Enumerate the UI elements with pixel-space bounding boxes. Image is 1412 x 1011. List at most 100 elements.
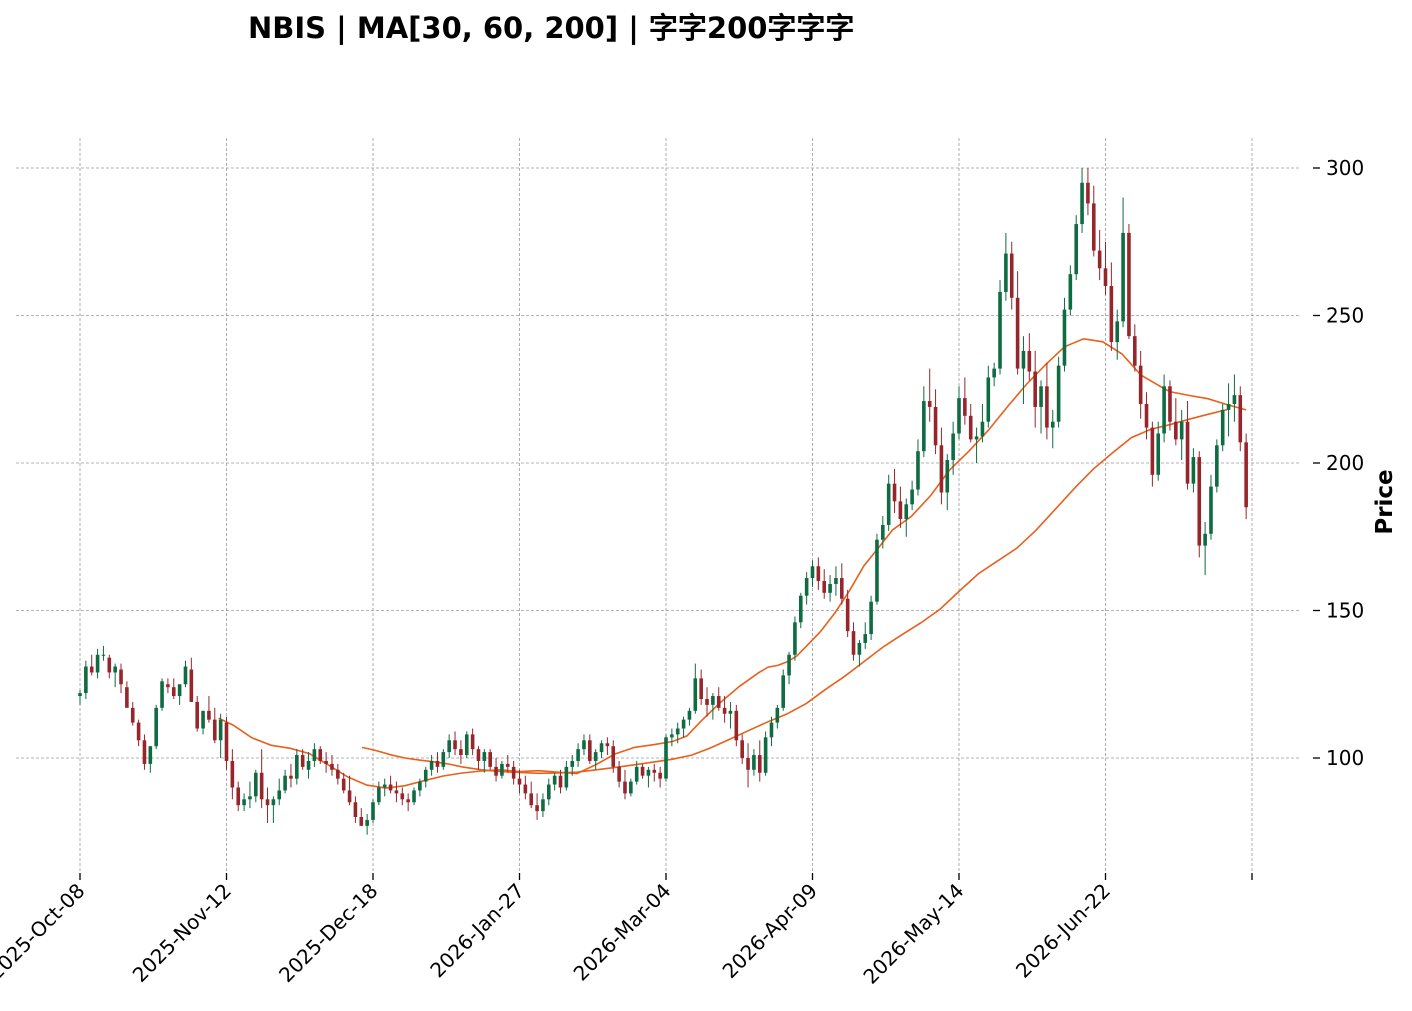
candle bbox=[459, 740, 463, 764]
candle-body bbox=[1068, 274, 1073, 310]
candle-body bbox=[728, 710, 733, 714]
candle bbox=[998, 280, 1002, 375]
candle bbox=[1144, 392, 1149, 440]
candle-body bbox=[822, 581, 827, 593]
candle-body bbox=[84, 666, 88, 694]
candle bbox=[248, 781, 252, 809]
candle-body bbox=[248, 796, 252, 800]
candle-body bbox=[798, 595, 803, 623]
candle bbox=[933, 389, 938, 455]
candle bbox=[939, 427, 944, 505]
candle-body bbox=[863, 634, 868, 643]
candle bbox=[259, 749, 264, 809]
candle-body bbox=[992, 368, 996, 378]
candle-body bbox=[212, 719, 217, 741]
candle bbox=[371, 799, 375, 823]
candle-body bbox=[259, 772, 264, 800]
candle-body bbox=[271, 799, 276, 806]
candle-body bbox=[1226, 404, 1231, 410]
candle bbox=[728, 701, 733, 729]
candle bbox=[711, 693, 715, 720]
candle bbox=[547, 778, 551, 806]
candle bbox=[593, 749, 598, 770]
candle bbox=[312, 743, 317, 767]
candle bbox=[968, 404, 973, 443]
candle-body bbox=[1121, 232, 1125, 322]
candle bbox=[160, 678, 164, 711]
candle-body bbox=[869, 601, 873, 635]
candle-body bbox=[412, 790, 416, 803]
candle bbox=[652, 763, 657, 782]
candle-body bbox=[1086, 182, 1090, 204]
candle-body bbox=[927, 401, 932, 407]
candle bbox=[166, 678, 170, 694]
candle bbox=[336, 763, 340, 785]
candle-body bbox=[593, 752, 598, 761]
candle-body bbox=[1232, 395, 1237, 404]
candle-body bbox=[160, 681, 164, 708]
candle bbox=[78, 690, 82, 705]
candle-body bbox=[148, 746, 153, 764]
candle-body bbox=[646, 769, 651, 776]
candle-body bbox=[482, 752, 487, 761]
candle-body bbox=[1162, 386, 1166, 434]
candle bbox=[1115, 309, 1120, 360]
candle-body bbox=[1056, 365, 1061, 422]
candle-body bbox=[447, 740, 451, 753]
candle bbox=[113, 663, 117, 688]
candle-body bbox=[183, 666, 188, 685]
candle-body bbox=[699, 678, 703, 699]
candle-body bbox=[78, 693, 82, 697]
candle-body bbox=[224, 722, 229, 761]
candle bbox=[1185, 401, 1190, 490]
candle-body bbox=[218, 719, 223, 741]
candle bbox=[365, 814, 369, 835]
candle-body bbox=[675, 728, 680, 735]
candle-body bbox=[365, 819, 369, 826]
candle-body bbox=[1244, 442, 1248, 508]
candle bbox=[470, 728, 475, 756]
candle-body bbox=[658, 772, 662, 779]
candle-body bbox=[617, 766, 621, 782]
candle-body bbox=[1074, 224, 1078, 275]
candle-body bbox=[494, 766, 498, 776]
candle-body bbox=[318, 749, 323, 761]
candle-body bbox=[787, 654, 791, 676]
candle bbox=[1174, 398, 1178, 446]
candle-body bbox=[113, 666, 117, 673]
candle-body bbox=[312, 749, 317, 761]
candle-body bbox=[588, 740, 592, 761]
candle bbox=[84, 660, 88, 699]
candle bbox=[1068, 265, 1073, 316]
y-axis-label: Price bbox=[1372, 469, 1398, 534]
candle-body bbox=[781, 675, 785, 708]
candle bbox=[740, 734, 744, 764]
candle bbox=[840, 563, 844, 605]
candle-body bbox=[986, 377, 991, 422]
candle-body bbox=[388, 784, 393, 791]
candle bbox=[699, 669, 703, 705]
candle-body bbox=[423, 769, 428, 782]
candle-body bbox=[998, 291, 1002, 369]
candle-body bbox=[283, 775, 287, 791]
x-tick-label: 2025-Oct-08 bbox=[0, 879, 90, 985]
x-tick-label: 2026-Mar-04 bbox=[569, 879, 676, 986]
candle-body bbox=[664, 737, 668, 779]
candle-body bbox=[740, 740, 744, 758]
candle bbox=[476, 746, 481, 770]
candle bbox=[986, 365, 991, 428]
candle-body bbox=[570, 760, 575, 767]
candle-body bbox=[1097, 250, 1102, 269]
candle-body bbox=[775, 707, 780, 723]
candle-body bbox=[1191, 457, 1196, 484]
y-tick-label: 200 bbox=[1326, 451, 1364, 475]
candle bbox=[845, 589, 850, 638]
moving-average-line-1 bbox=[218, 337, 1247, 789]
candle bbox=[130, 701, 135, 726]
y-tick-label: 300 bbox=[1326, 156, 1364, 180]
candle-body bbox=[277, 790, 282, 800]
candle-body bbox=[1062, 309, 1067, 366]
candle bbox=[611, 740, 616, 773]
candle bbox=[588, 734, 592, 764]
candle-body bbox=[705, 699, 709, 705]
